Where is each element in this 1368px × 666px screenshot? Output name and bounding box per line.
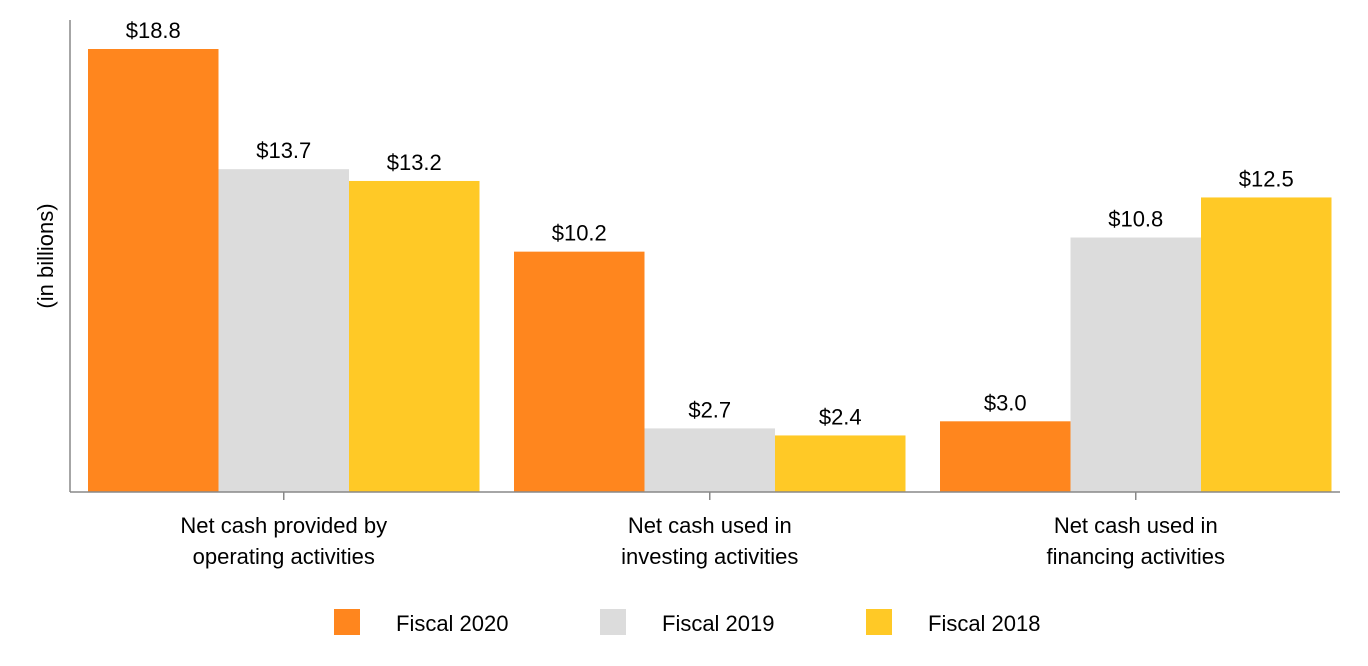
bar-fiscal-2018-cat-0 — [349, 180, 480, 492]
bar-fiscal-2020-cat-2 — [940, 421, 1071, 492]
bar-value-label: $3.0 — [984, 390, 1027, 415]
bar-fiscal-2018-cat-2 — [1201, 197, 1332, 492]
bar-value-label: $13.7 — [256, 138, 311, 163]
bar-value-label: $13.2 — [387, 150, 442, 175]
bar-value-label: $2.4 — [819, 404, 862, 429]
value-labels-layer: $18.8 $13.7 $13.2 $10.2 $2.7 $2.4 $3.0 $10.8 $12… — [126, 18, 1294, 429]
bar-value-label: $2.7 — [688, 397, 731, 422]
legend-label: Fiscal 2020 — [396, 611, 509, 636]
bar-fiscal-2018-cat-1 — [775, 435, 906, 492]
axes-layer — [69, 20, 1340, 493]
legend-label: Fiscal 2019 — [662, 611, 775, 636]
bar-fiscal-2020-cat-1 — [514, 251, 645, 492]
x-ticks-layer — [283, 492, 1137, 500]
bar-fiscal-2019-cat-2 — [1070, 237, 1201, 492]
legend-label: Fiscal 2018 — [928, 611, 1041, 636]
category-label-line: operating activities — [193, 544, 375, 569]
legend-swatch-fiscal-2018 — [866, 609, 892, 635]
bar-value-label: $12.5 — [1239, 166, 1294, 191]
category-label-line: financing activities — [1046, 544, 1225, 569]
legend-swatch-fiscal-2020 — [334, 609, 360, 635]
bar-value-label: $10.8 — [1108, 207, 1163, 232]
category-label-line: Net cash used in — [1054, 513, 1218, 538]
category-labels-layer: Net cash provided by operating activities… — [180, 513, 1225, 569]
bar-fiscal-2019-cat-1 — [644, 428, 775, 492]
bar-value-label: $10.2 — [552, 221, 607, 246]
category-label-line: Net cash provided by — [180, 513, 387, 538]
category-label-line: Net cash used in — [628, 513, 792, 538]
bar-value-label: $18.8 — [126, 18, 181, 43]
category-label-line: investing activities — [621, 544, 798, 569]
legend: Fiscal 2020 Fiscal 2019 Fiscal 2018 — [334, 609, 1041, 636]
y-axis-label: (in billions) — [33, 203, 58, 308]
legend-swatch-fiscal-2019 — [600, 609, 626, 635]
bar-fiscal-2020-cat-0 — [88, 49, 219, 492]
bar-fiscal-2019-cat-0 — [218, 169, 349, 492]
bars-layer — [88, 49, 1332, 492]
